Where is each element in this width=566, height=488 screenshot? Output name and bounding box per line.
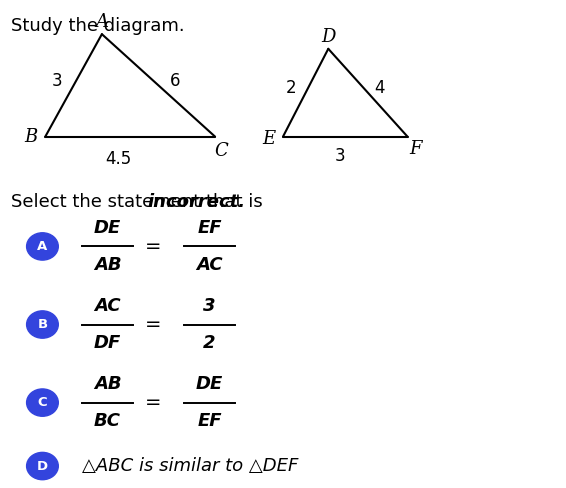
Circle shape [27, 452, 58, 480]
Text: Study the diagram.: Study the diagram. [11, 17, 185, 35]
Circle shape [27, 389, 58, 416]
Text: D: D [37, 460, 48, 472]
Text: E: E [262, 130, 276, 148]
Text: F: F [410, 140, 422, 158]
Text: DE: DE [94, 219, 121, 237]
Text: B: B [24, 128, 38, 145]
Text: A: A [96, 13, 108, 31]
Text: C: C [37, 396, 48, 409]
Text: DF: DF [94, 334, 121, 352]
Text: =: = [144, 237, 161, 256]
Text: incorrect.: incorrect. [148, 193, 246, 211]
Text: EF: EF [197, 412, 222, 430]
Text: 4: 4 [374, 79, 384, 97]
Text: AB: AB [94, 256, 121, 274]
Text: EF: EF [197, 219, 222, 237]
Text: 2: 2 [203, 334, 216, 352]
Text: 4.5: 4.5 [106, 150, 132, 167]
Text: C: C [214, 142, 228, 160]
Text: 2: 2 [286, 79, 297, 97]
Text: =: = [144, 315, 161, 334]
Text: 3: 3 [335, 147, 345, 165]
Text: AB: AB [94, 375, 121, 393]
Text: Select the statement that is: Select the statement that is [11, 193, 269, 211]
Text: 3: 3 [203, 297, 216, 315]
Text: 6: 6 [170, 72, 181, 89]
Circle shape [27, 233, 58, 260]
Text: A: A [37, 240, 48, 253]
Text: 3: 3 [52, 72, 62, 89]
Text: DE: DE [196, 375, 223, 393]
Circle shape [27, 311, 58, 338]
Text: B: B [37, 318, 48, 331]
Text: AC: AC [196, 256, 223, 274]
Text: AC: AC [94, 297, 121, 315]
Text: D: D [321, 28, 336, 45]
Text: △ABC is similar to △DEF: △ABC is similar to △DEF [82, 457, 298, 475]
Text: BC: BC [94, 412, 121, 430]
Text: =: = [144, 393, 161, 412]
